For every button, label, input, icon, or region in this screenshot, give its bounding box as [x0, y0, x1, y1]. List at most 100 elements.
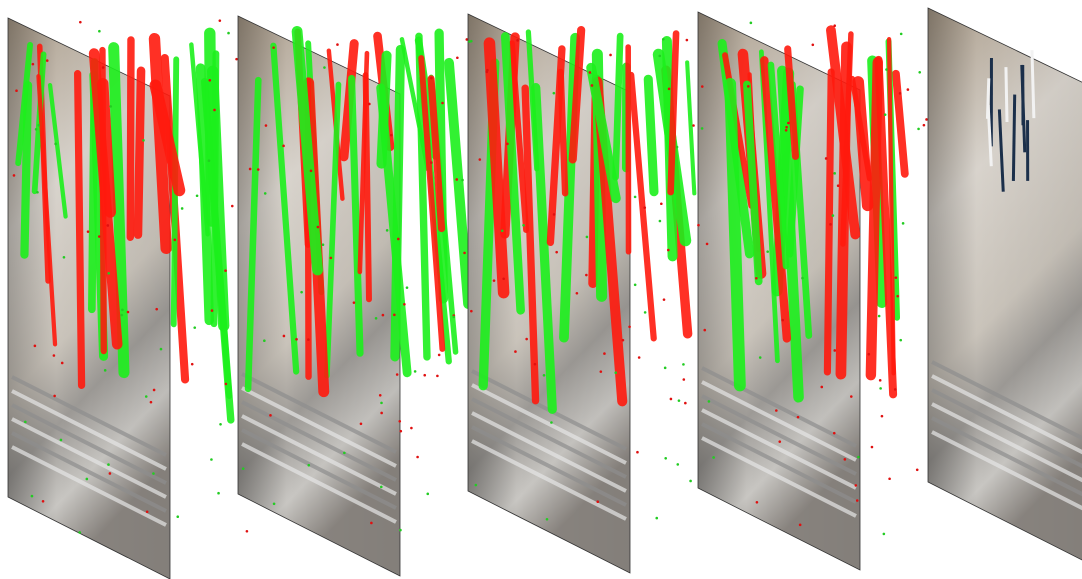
point-dot [522, 224, 525, 227]
point-dot [213, 109, 216, 112]
point-dot [662, 38, 665, 41]
point-dot [895, 276, 898, 279]
point-dot [414, 370, 417, 373]
point-dot [923, 124, 926, 127]
point-dot [370, 522, 373, 525]
point-dot [576, 292, 579, 295]
point-dot [273, 503, 276, 506]
point-dot [787, 122, 790, 125]
point-dot [829, 223, 832, 226]
point-dot [382, 314, 385, 317]
point-dot [750, 22, 753, 25]
point-dot [878, 315, 881, 318]
point-dot [478, 158, 481, 161]
point-dot [534, 363, 537, 366]
point-dot [173, 239, 176, 242]
point-dot [107, 224, 110, 227]
point-dot [701, 85, 704, 88]
point-dot [436, 375, 439, 378]
point-dot [353, 301, 356, 304]
point-dot [837, 184, 840, 187]
point-dot [160, 348, 163, 351]
point-dot [501, 229, 504, 232]
point-dot [550, 421, 553, 424]
point-dot [655, 517, 658, 520]
point-streak [449, 63, 468, 304]
point-dot [907, 88, 910, 91]
point-dot [375, 317, 378, 320]
point-dot [747, 85, 750, 88]
point-dot [900, 33, 903, 36]
point-dot [390, 134, 393, 137]
point-dot [885, 68, 888, 71]
point-dot [181, 207, 184, 210]
point-streak [648, 79, 654, 192]
point-dot [150, 401, 153, 404]
point-dot [546, 518, 549, 521]
point-dot [53, 354, 56, 357]
point-dot [766, 250, 769, 253]
point-dot [697, 224, 700, 227]
point-dot [430, 161, 433, 164]
point-dot [850, 395, 853, 398]
point-dot [227, 32, 230, 35]
point-dot [208, 79, 211, 82]
point-dot [660, 202, 663, 205]
stick [1013, 95, 1014, 181]
point-dot [916, 468, 919, 471]
point-dot [265, 124, 268, 127]
point-dot [667, 249, 670, 252]
point-dot [343, 452, 346, 455]
point-dot [176, 515, 179, 518]
point-dot [470, 40, 473, 43]
point-streak [896, 74, 905, 174]
point-dot [336, 43, 339, 46]
point-dot [899, 339, 902, 342]
point-dot [300, 291, 303, 294]
point-dot [634, 283, 637, 286]
point-dot [246, 530, 249, 533]
point-dot [855, 484, 858, 487]
point-dot [269, 414, 272, 417]
point-dot [525, 338, 528, 341]
point-dot [801, 277, 804, 280]
point-dot [317, 226, 320, 229]
point-streak [366, 75, 369, 299]
point-dot [644, 311, 647, 314]
point-dot [670, 398, 673, 401]
point-dot [219, 423, 222, 426]
point-dot [219, 19, 222, 22]
point-dot [622, 339, 625, 342]
point-dot [614, 371, 617, 374]
point-dot [98, 235, 101, 238]
point-dot [121, 309, 124, 312]
point-dot [61, 362, 64, 365]
point-dot [109, 105, 112, 108]
point-dot [225, 383, 228, 386]
point-dot [264, 192, 267, 195]
point-dot [98, 30, 101, 33]
point-dot [676, 463, 679, 466]
point-dot [896, 295, 899, 298]
point-dot [217, 492, 220, 495]
point-dot [400, 430, 403, 433]
stick [1032, 50, 1034, 118]
point-dot [785, 129, 788, 132]
point-dot [881, 415, 884, 418]
point-dot [399, 529, 402, 532]
point-dot [516, 39, 519, 42]
point-dot [36, 191, 39, 194]
point-dot [879, 379, 882, 382]
point-dot [330, 257, 333, 260]
point-dot [902, 222, 905, 225]
point-dot [918, 71, 921, 74]
point-dot [456, 56, 459, 59]
point-dot [833, 349, 836, 352]
point-dot [663, 298, 666, 301]
page: (() => { const data = JSON.parse(documen… [0, 0, 1082, 579]
point-dot [686, 39, 689, 42]
point-dot [191, 363, 194, 366]
point-dot [502, 277, 505, 280]
point-dot [591, 84, 594, 87]
point-dot [712, 456, 715, 459]
